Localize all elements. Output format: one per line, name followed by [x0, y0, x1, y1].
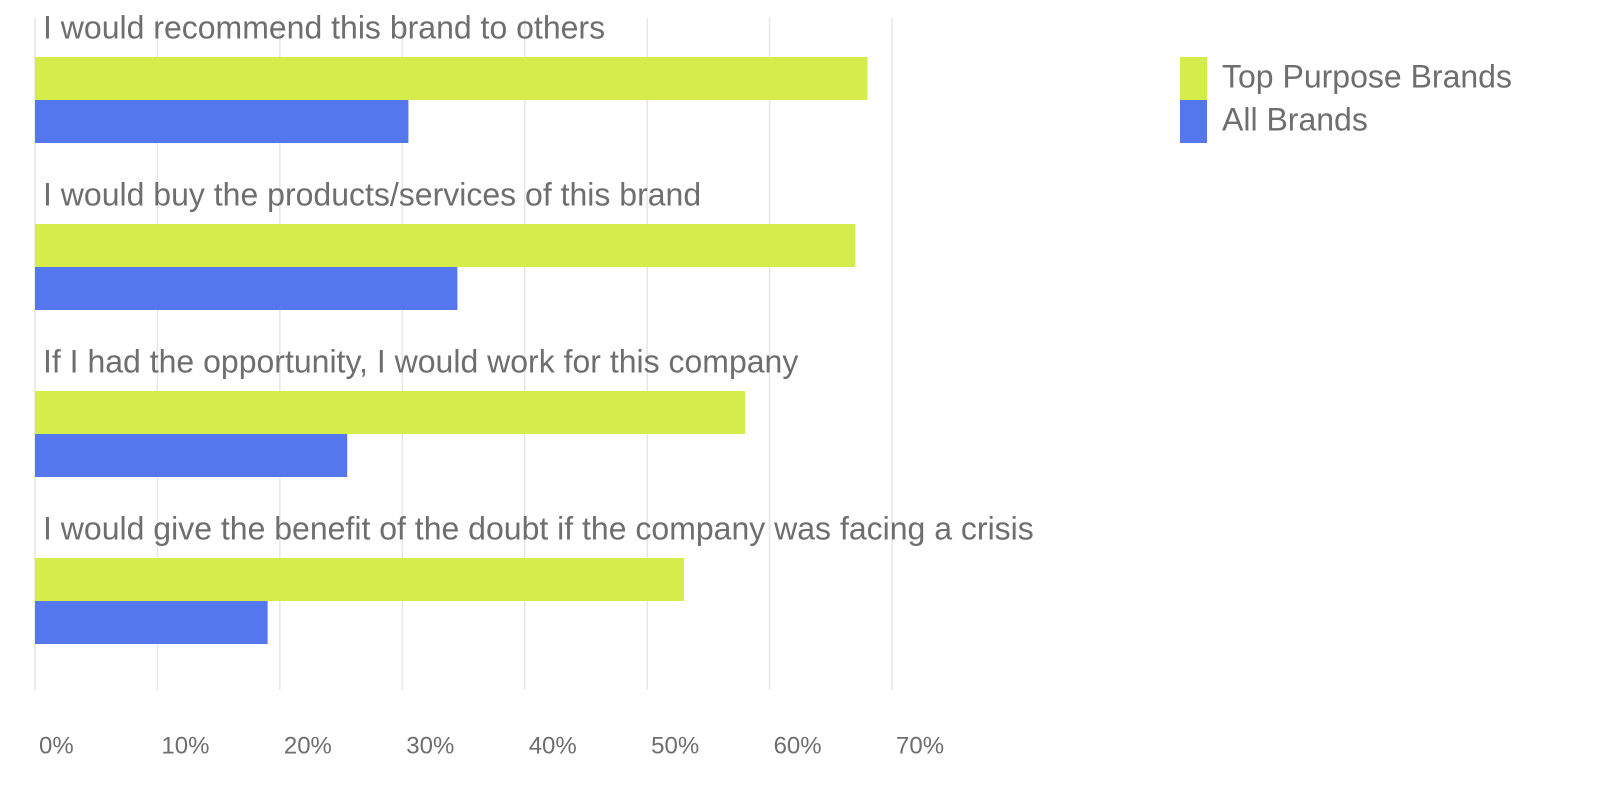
bar: [35, 434, 348, 477]
category-label: I would give the benefit of the doubt if…: [43, 510, 1034, 546]
bar: [35, 57, 868, 100]
bar: [35, 100, 409, 143]
bar: [35, 224, 856, 267]
bar: [35, 601, 268, 644]
legend-label: Top Purpose Brands: [1222, 58, 1512, 94]
legend-swatch: [1180, 57, 1207, 100]
bar: [35, 558, 684, 601]
category-label: If I had the opportunity, I would work f…: [43, 343, 798, 379]
legend-label: All Brands: [1222, 101, 1368, 137]
legend-swatch: [1180, 100, 1207, 143]
x-tick-label: 40%: [529, 732, 577, 759]
bar: [35, 267, 458, 310]
x-tick-label: 60%: [774, 732, 822, 759]
x-tick-label: 50%: [651, 732, 699, 759]
category-label: I would buy the products/services of thi…: [43, 176, 701, 212]
x-tick-label: 30%: [406, 732, 454, 759]
x-tick-label: 70%: [896, 732, 944, 759]
x-tick-label: 10%: [161, 732, 209, 759]
x-tick-label: 20%: [284, 732, 332, 759]
bar: [35, 391, 746, 434]
x-tick-label: 0%: [39, 732, 74, 759]
category-label: I would recommend this brand to others: [43, 9, 605, 45]
